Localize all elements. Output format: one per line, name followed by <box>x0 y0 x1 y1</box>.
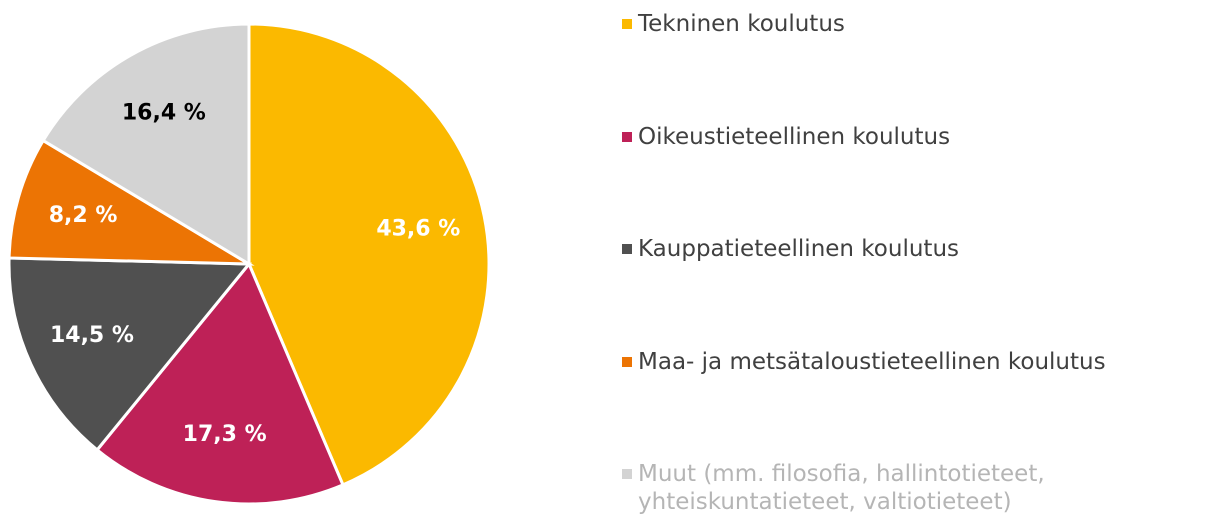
pie-slice <box>41 22 251 267</box>
legend-swatch <box>622 469 632 479</box>
legend-item: Muut (mm. filosofia, hallintotieteet, yh… <box>622 460 1092 516</box>
data-label: 16,4 % <box>122 101 206 126</box>
legend-label: Muut (mm. filosofia, hallintotieteet, yh… <box>638 461 1045 515</box>
pie-slice <box>247 22 491 487</box>
data-label: 14,5 % <box>50 323 134 348</box>
legend-label: Maa- ja metsätaloustieteellinen koulutus <box>638 348 1106 375</box>
legend-swatch <box>622 131 632 142</box>
legend-label: Tekninen koulutus <box>638 11 845 37</box>
legend-swatch <box>622 19 632 29</box>
legend-item: Tekninen koulutus <box>622 10 845 38</box>
legend-label: Kauppatieteellinen koulutus <box>638 236 960 262</box>
legend-label: Oikeustieteellinen koulutus <box>638 123 951 150</box>
legend-item: Maa- ja metsätaloustieteellinen koulutus <box>622 348 1106 376</box>
pie-slice <box>95 261 345 506</box>
pie-slice <box>7 256 253 452</box>
data-label: 17,3 % <box>183 422 267 447</box>
legend-item: Kauppatieteellinen koulutus <box>622 235 959 263</box>
pie-slice <box>7 138 255 266</box>
pie: 43,6 % 17,3 % 14,5 % 8,2 % 16,4 % <box>7 22 491 506</box>
legend-swatch <box>622 244 632 254</box>
legend-swatch <box>622 356 632 367</box>
data-label: 8,2 % <box>49 203 118 228</box>
legend-item: Oikeustieteellinen koulutus <box>622 123 950 151</box>
data-label: 43,6 % <box>376 216 460 241</box>
